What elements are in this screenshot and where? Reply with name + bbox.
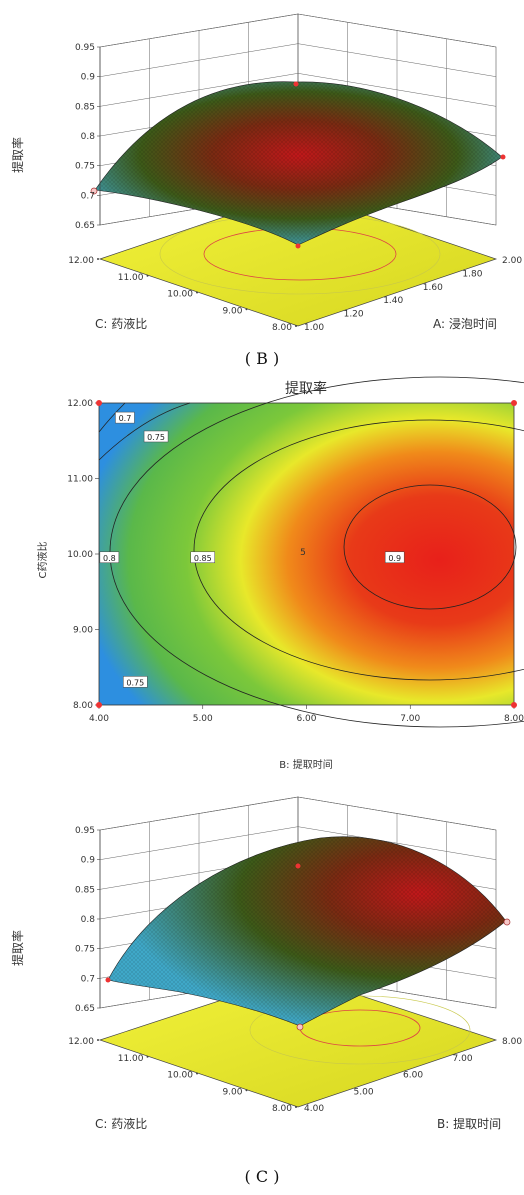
design-point bbox=[96, 702, 102, 708]
y-tick-label: 8.00 bbox=[73, 701, 93, 711]
x-tick-label: 6.00 bbox=[403, 1071, 423, 1081]
center-point-label: 5 bbox=[300, 548, 306, 558]
design-point bbox=[295, 243, 301, 249]
x-tick-label: 5.00 bbox=[354, 1087, 374, 1097]
contour-level-label: 0.85 bbox=[194, 554, 212, 563]
contour-plot: 提取率 0.7 0.75 0.8 0.85 0.9 0.75 4.00 5.00 6.00 7.… bbox=[36, 376, 524, 771]
z-tick-label: 0.65 bbox=[75, 221, 95, 231]
contour-level-label: 0.75 bbox=[126, 678, 144, 687]
x-tick-label: 7.00 bbox=[400, 714, 420, 724]
x-tick-label: 4.00 bbox=[89, 714, 109, 724]
surface-mesh bbox=[108, 836, 506, 1026]
z-axis-label: 提取率 bbox=[10, 930, 25, 966]
design-point bbox=[511, 400, 517, 406]
x-tick-label: 8.00 bbox=[502, 1037, 522, 1047]
design-point bbox=[503, 918, 511, 926]
contour-y-label: C药液比 bbox=[36, 542, 49, 579]
z-tick-label: 0.75 bbox=[75, 945, 95, 955]
y-tick-label: 10.00 bbox=[167, 290, 193, 300]
design-point bbox=[511, 702, 517, 708]
design-point bbox=[96, 400, 102, 406]
y-tick-label: 11.00 bbox=[118, 1054, 144, 1064]
design-point bbox=[90, 187, 98, 195]
y-tick-label: 10.00 bbox=[167, 1071, 193, 1081]
z-tick-label: 0.8 bbox=[81, 132, 96, 142]
y-tick-label: 9.00 bbox=[73, 626, 93, 636]
y-tick-label: 9.00 bbox=[222, 1087, 242, 1097]
z-tick-label: 0.8 bbox=[81, 915, 96, 925]
x-tick-label: 1.00 bbox=[304, 323, 324, 333]
design-point bbox=[105, 977, 111, 983]
caption-c: ( C ) bbox=[245, 1167, 280, 1186]
design-point bbox=[295, 863, 301, 869]
y-tick-label: 12.00 bbox=[68, 1037, 94, 1047]
design-point bbox=[500, 154, 506, 160]
z-tick-label: 0.65 bbox=[75, 1004, 95, 1014]
z-tick-label: 0.75 bbox=[75, 162, 95, 172]
y-tick-label: 11.00 bbox=[67, 475, 93, 485]
z-tick-label: 0.95 bbox=[75, 826, 95, 836]
x-tick-label: 1.60 bbox=[423, 283, 443, 293]
contour-level-label: 0.9 bbox=[388, 554, 401, 563]
contour-level-label: 0.7 bbox=[119, 414, 132, 423]
z-tick-label: 0.9 bbox=[81, 73, 96, 83]
design-point bbox=[293, 81, 299, 87]
y-tick-label: 11.00 bbox=[118, 273, 144, 283]
contour-x-label: B: 提取时间 bbox=[279, 758, 332, 771]
z-tick-label: 0.7 bbox=[81, 191, 95, 201]
contour-field bbox=[98, 402, 515, 706]
x-axis-label: B: 提取时间 bbox=[437, 1116, 501, 1131]
y-tick-label: 8.00 bbox=[272, 323, 292, 333]
design-point bbox=[296, 1023, 304, 1031]
y-tick-label: 9.00 bbox=[222, 306, 242, 316]
x-tick-label: 7.00 bbox=[453, 1054, 473, 1064]
surface-plot-b: 0.65 0.7 0.75 0.8 0.85 0.9 0.95 提取率 8.00 9.00 10… bbox=[10, 13, 522, 333]
z-tick-label: 0.95 bbox=[75, 43, 95, 53]
x-tick-label: 1.20 bbox=[344, 310, 364, 320]
y-tick-label: 8.00 bbox=[272, 1104, 292, 1114]
x-tick-label: 5.00 bbox=[193, 714, 213, 724]
x-tick-label: 4.00 bbox=[304, 1104, 324, 1114]
x-tick-label: 6.00 bbox=[296, 714, 316, 724]
surface-mesh bbox=[95, 81, 502, 245]
contour-title: 提取率 bbox=[285, 380, 327, 397]
y-axis-label: C: 药液比 bbox=[95, 316, 147, 331]
caption-b: ( B ) bbox=[245, 349, 279, 368]
x-tick-label: 2.00 bbox=[502, 256, 522, 266]
surface-plot-c: 0.65 0.7 0.75 0.8 0.85 0.9 0.95 提取率 8.00 9.00 10… bbox=[10, 796, 522, 1131]
z-tick-label: 0.9 bbox=[81, 856, 96, 866]
z-tick-label: 0.85 bbox=[75, 885, 95, 895]
y-axis-label: C: 药液比 bbox=[95, 1116, 147, 1131]
x-axis-label: A: 浸泡时间 bbox=[433, 317, 497, 331]
x-tick-label: 1.40 bbox=[383, 296, 403, 306]
y-tick-label: 10.00 bbox=[67, 550, 93, 560]
contour-level-label: 0.8 bbox=[103, 554, 116, 563]
y-tick-label: 12.00 bbox=[68, 256, 94, 266]
x-tick-label: 8.00 bbox=[504, 714, 524, 724]
z-tick-label: 0.85 bbox=[75, 102, 95, 112]
y-tick-label: 12.00 bbox=[67, 399, 93, 409]
z-axis-label: 提取率 bbox=[10, 137, 25, 173]
contour-level-label: 0.75 bbox=[147, 433, 165, 442]
z-tick-label: 0.7 bbox=[81, 974, 95, 984]
x-tick-label: 1.80 bbox=[462, 269, 482, 279]
floor-contour bbox=[249, 995, 471, 1065]
